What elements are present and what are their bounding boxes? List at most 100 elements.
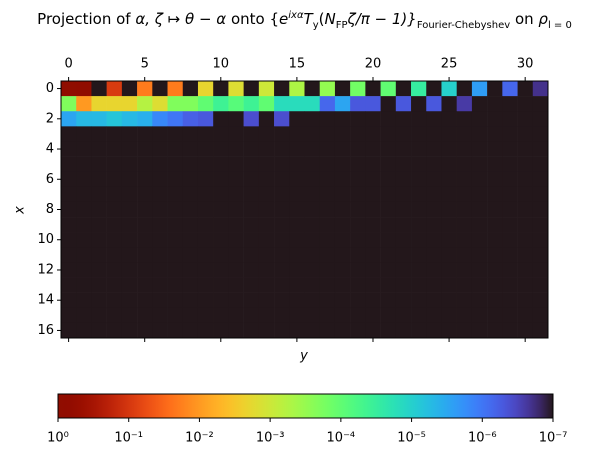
heatmap-cell <box>350 307 366 324</box>
heatmap-cell <box>365 307 381 324</box>
heatmap-cell <box>91 81 107 97</box>
heatmap-cell <box>274 126 290 142</box>
heatmap-cell <box>487 247 503 263</box>
heatmap-cell <box>152 232 168 248</box>
heatmap-cell <box>441 217 457 233</box>
heatmap-cell <box>91 186 107 203</box>
heatmap-cell <box>395 81 412 97</box>
heatmap-cell <box>319 247 336 263</box>
heatmap-cell <box>137 156 153 173</box>
heatmap-cell <box>304 111 321 127</box>
heatmap-cell <box>487 307 503 324</box>
heatmap-cell <box>121 217 138 233</box>
heatmap-cell <box>213 201 229 218</box>
heatmap-cell <box>380 171 397 188</box>
heatmap-cell <box>106 111 123 127</box>
heatmap-cell <box>426 292 442 309</box>
heatmap-cell <box>243 141 260 157</box>
heatmap-cell <box>121 322 138 339</box>
heatmap-cell <box>456 201 473 218</box>
heatmap-cell <box>213 277 229 293</box>
heatmap-cell <box>106 232 123 248</box>
heatmap-cell <box>137 217 153 233</box>
heatmap-cell <box>152 141 168 157</box>
title-part: on <box>510 10 539 28</box>
heatmap-cell <box>441 171 457 188</box>
title-part: Projection of <box>37 10 136 28</box>
heatmap-cell <box>380 186 397 203</box>
heatmap-cell <box>61 156 77 173</box>
heatmap-cell <box>319 322 336 339</box>
heatmap-cell <box>426 81 442 97</box>
heatmap-cell <box>426 111 442 127</box>
heatmap-cell <box>395 247 412 263</box>
heatmap-cell <box>61 171 77 188</box>
heatmap-cell <box>152 217 168 233</box>
heatmap-cell <box>426 201 442 218</box>
heatmap-cell <box>441 96 457 112</box>
heatmap-cell <box>274 292 290 309</box>
heatmap-cell <box>319 262 336 278</box>
heatmap-cell <box>517 322 534 339</box>
heatmap-cell <box>471 201 488 218</box>
heatmap-cell <box>61 262 77 278</box>
x-axis-label: y <box>299 349 308 364</box>
heatmap-cell <box>365 126 381 142</box>
heatmap-cell <box>274 156 290 173</box>
heatmap-cell <box>411 247 427 263</box>
heatmap-cell <box>91 322 107 339</box>
heatmap-cell <box>61 126 77 142</box>
heatmap-cell <box>532 186 549 203</box>
heatmap-cell <box>471 262 488 278</box>
heatmap-cell <box>228 96 244 112</box>
heatmap-cell <box>365 96 381 112</box>
heatmap-cell <box>167 141 184 157</box>
heatmap-cell <box>441 277 457 293</box>
heatmap-cell <box>380 111 397 127</box>
heatmap-cell <box>76 126 92 142</box>
heatmap-cell <box>334 292 351 309</box>
heatmap-cell <box>152 171 168 188</box>
heatmap-cell <box>213 81 229 97</box>
heatmap-cell <box>517 247 534 263</box>
x-tick-label: 30 <box>517 57 534 72</box>
heatmap-cell <box>334 247 351 263</box>
heatmap-cell <box>258 322 275 339</box>
heatmap-cell <box>289 141 305 157</box>
heatmap-cell <box>274 201 290 218</box>
x-tick-label: 5 <box>141 57 149 72</box>
heatmap-cell <box>319 277 336 293</box>
heatmap-cell <box>228 186 244 203</box>
heatmap-cell <box>471 96 488 112</box>
heatmap-cell <box>228 322 244 339</box>
heatmap-cell <box>76 201 92 218</box>
heatmap-cell <box>258 186 275 203</box>
heatmap-cell <box>106 201 123 218</box>
heatmap-cell <box>182 247 199 263</box>
heatmap-cell <box>487 186 503 203</box>
heatmap-cell <box>334 201 351 218</box>
heatmap-cell <box>365 81 381 97</box>
heatmap-cell <box>441 156 457 173</box>
heatmap-cell <box>121 307 138 324</box>
heatmap-cell <box>334 217 351 233</box>
heatmap-cell <box>91 247 107 263</box>
title-part: y <box>312 20 319 31</box>
heatmap-cell <box>471 217 488 233</box>
heatmap-cell <box>365 217 381 233</box>
heatmap-cell <box>137 126 153 142</box>
heatmap-cell <box>517 96 534 112</box>
heatmap-cell <box>380 141 397 157</box>
heatmap-cell <box>182 171 199 188</box>
colorbar <box>57 393 554 419</box>
heatmap-cell <box>441 81 457 97</box>
heatmap-cell <box>411 322 427 339</box>
heatmap-cell <box>411 262 427 278</box>
heatmap-cell <box>182 322 199 339</box>
heatmap-cell <box>213 186 229 203</box>
heatmap-cell <box>274 171 290 188</box>
heatmap-cell <box>532 111 549 127</box>
heatmap-cell <box>197 322 214 339</box>
heatmap-cell <box>487 277 503 293</box>
heatmap-cell <box>304 81 321 97</box>
